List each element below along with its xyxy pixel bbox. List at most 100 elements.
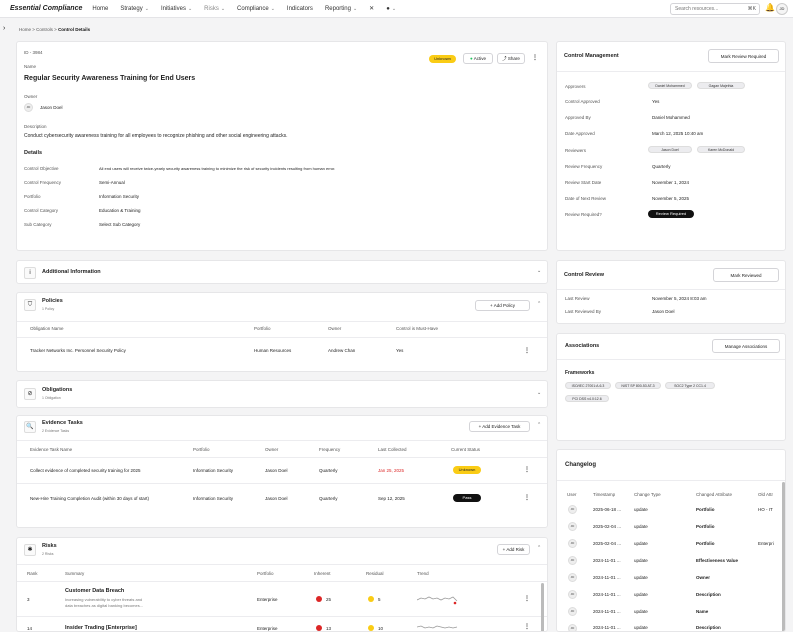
chevron-up-icon[interactable]: ⌃ — [537, 422, 542, 428]
mark-review-required-button[interactable]: Mark Review Required — [708, 49, 779, 63]
field-label: Review Start Date — [565, 180, 602, 185]
risks-scrollbar[interactable] — [541, 583, 544, 631]
col-header: Portfolio — [254, 326, 271, 331]
risk-title[interactable]: Insider Trading [Enterprise] — [65, 625, 137, 631]
chevron-down-icon: ⌄ — [144, 5, 149, 12]
field-label: Last Review — [565, 296, 590, 301]
obligations-count: 1 Obligation — [42, 396, 61, 400]
row-menu-icon[interactable]: ⋮ — [524, 348, 530, 354]
timestamp: 2025-06-18 ... — [593, 507, 622, 512]
field-label: Review Required? — [565, 212, 602, 217]
add-risk-button[interactable]: + Add Risk — [497, 544, 530, 555]
risk-title[interactable]: Customer Data Breach — [65, 588, 125, 594]
framework-chip[interactable]: NIST SP 800-53 AT-3 — [615, 382, 661, 389]
evidence-portfolio: Information Security — [193, 496, 234, 501]
share-button[interactable]: ⤴ Share — [497, 53, 525, 64]
field-value: Quarterly — [652, 164, 671, 169]
frameworks-label: Frameworks — [565, 370, 595, 376]
more-options-icon[interactable]: ⋮ — [532, 55, 538, 61]
associations-title: Associations — [565, 343, 600, 349]
col-header: Frequency — [319, 447, 341, 452]
user-avatar[interactable]: JD — [776, 3, 788, 15]
reviewer-chip[interactable]: Jason Doel — [648, 146, 692, 153]
approver-chip[interactable]: Gagan Majethia — [697, 82, 745, 89]
chevron-up-icon[interactable]: ⌃ — [537, 545, 542, 551]
sub-category-select[interactable]: Select Sub Category — [99, 222, 141, 227]
col-header: Last Collected — [378, 447, 407, 452]
field-value: March 12, 2025 10:40 am — [652, 131, 704, 136]
add-evidence-task-button[interactable]: + Add Evidence Task — [469, 421, 530, 432]
user-avatar: JD — [568, 590, 577, 599]
share-icon: ⤴ — [502, 56, 508, 61]
row-menu-icon[interactable]: ⋮ — [524, 495, 530, 501]
nav-indicators[interactable]: Indicators — [286, 5, 313, 12]
additional-info-title: Additional Information — [42, 269, 101, 275]
row-menu-icon[interactable]: ⋮ — [524, 467, 530, 473]
timestamp: 2024-11-01 ... — [593, 558, 621, 563]
changelog-title: Changelog — [565, 462, 596, 468]
residual-dot-icon — [368, 625, 374, 631]
evidence-frequency: Quarterly — [319, 468, 338, 473]
brand-logo[interactable]: Essential Compliance — [10, 5, 83, 12]
nav-home[interactable]: Home — [92, 5, 109, 12]
status-badge: Unknown — [453, 466, 481, 474]
old-attribute: Enterpri — [758, 541, 774, 546]
row-menu-icon[interactable]: ⋮ — [524, 596, 530, 602]
field-label: Approved By — [565, 115, 591, 120]
additional-info-card[interactable]: i Additional Information ⌄ — [16, 260, 548, 284]
inherent-dot-icon — [316, 625, 322, 631]
field-value: November 5, 2024 8:03 am — [652, 296, 707, 301]
changed-attribute: Effectiveness Value — [696, 558, 739, 563]
evidence-task-name[interactable]: New-Hire Training Completion Audit (with… — [30, 496, 150, 501]
policies-count: 1 Policy — [42, 307, 55, 311]
evidence-owner: Jason Doel — [265, 468, 288, 473]
nav-compliance[interactable]: Compliance ⌄ — [237, 5, 275, 12]
search-input[interactable]: Search resources... ⌘K — [670, 3, 760, 15]
chevron-up-icon[interactable]: ⌃ — [537, 301, 542, 307]
breadcrumb-controls[interactable]: Controls — [36, 27, 53, 32]
evidence-tasks-card: 🔍 Evidence Tasks 2 Evidence Tasks + Add … — [16, 415, 548, 528]
help-icon[interactable]: ● ⌄ — [386, 5, 397, 12]
framework-chip[interactable]: PCI DSS v4.0:12.6 — [565, 395, 609, 402]
changelog-scrollbar[interactable] — [782, 482, 785, 631]
control-review-title: Control Review — [564, 272, 605, 278]
nav-reporting[interactable]: Reporting ⌄ — [324, 5, 358, 12]
framework-chip[interactable]: SOC2 Type 2 CC1.4 — [665, 382, 715, 389]
timestamp: 2025-02-04 ... — [593, 541, 622, 546]
evidence-title: Evidence Tasks — [42, 420, 83, 426]
nav-initiatives[interactable]: Initiatives ⌄ — [160, 5, 193, 12]
user-avatar: JD — [568, 573, 577, 582]
chevron-down-icon[interactable]: ⌄ — [537, 268, 542, 274]
risks-count: 2 Risks — [42, 552, 54, 556]
chevron-down-icon: ⌄ — [220, 5, 226, 12]
risks-title: Risks — [42, 543, 57, 549]
reviewer-chip[interactable]: Karen McDonald — [697, 146, 745, 153]
field-value: Daniel Mohammed — [652, 115, 690, 120]
manage-associations-button[interactable]: Manage Associations — [712, 339, 780, 353]
timestamp: 2024-11-01 ... — [593, 592, 621, 597]
chevron-down-icon[interactable]: ⌄ — [537, 390, 542, 396]
breadcrumb-home[interactable]: Home — [19, 27, 32, 32]
bell-icon[interactable]: 🔔 — [765, 3, 775, 12]
col-header: Timestamp — [593, 492, 616, 497]
approver-chip[interactable]: Daniel Mohammed — [648, 82, 692, 89]
change-type: update — [634, 541, 648, 546]
add-policy-button[interactable]: + Add Policy — [475, 300, 530, 311]
active-button[interactable]: ● Active — [463, 53, 493, 64]
policy-name[interactable]: Tracker Networks Inc. Personnel Security… — [30, 348, 126, 353]
name-label: Name — [24, 64, 37, 69]
search-doc-icon: 🔍 — [24, 421, 36, 433]
sidebar-expand-icon[interactable]: › — [3, 25, 6, 32]
obligations-title: Obligations — [42, 387, 73, 393]
user-avatar: JD — [568, 522, 577, 531]
framework-chip[interactable]: ISO/IEC 27001:A.6.3 — [565, 382, 611, 389]
obligations-card[interactable]: ⊘ Obligations 1 Obligation ⌄ — [16, 380, 548, 408]
nav-risks[interactable]: Risks ⌄ — [204, 5, 226, 12]
policies-card: ⛉ Policies 1 Policy + Add Policy ⌃ Oblig… — [16, 292, 548, 372]
row-menu-icon[interactable]: ⋮ — [524, 624, 530, 630]
evidence-task-name[interactable]: Collect evidence of completed security t… — [30, 468, 141, 473]
mark-reviewed-button[interactable]: Mark Reviewed — [713, 268, 779, 282]
detail-label: Control Frequency — [24, 180, 62, 185]
nav-strategy[interactable]: Strategy ⌄ — [120, 5, 149, 12]
tools-icon[interactable]: ✕ — [369, 6, 375, 12]
